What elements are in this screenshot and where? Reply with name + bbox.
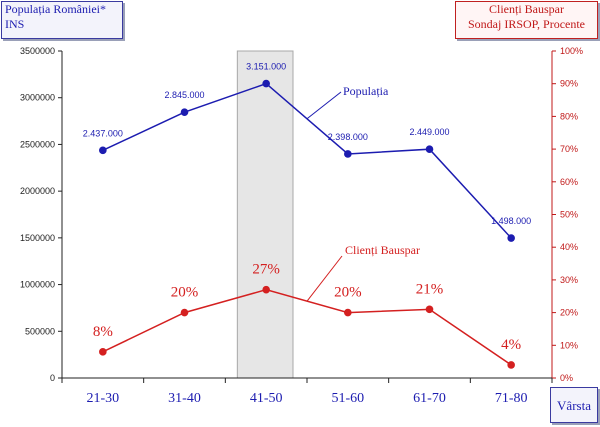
population-data-label: 2.449.000 — [409, 127, 449, 137]
x-tick-label: 71-80 — [495, 391, 528, 406]
clients-point — [180, 308, 189, 317]
y-left-tick-label: 1500000 — [20, 233, 55, 243]
clients-data-label: 27% — [252, 262, 280, 278]
population-data-label: 1.498.000 — [491, 216, 531, 226]
y-right-tick-label: 100% — [560, 46, 583, 56]
y-right-tick-label: 50% — [560, 210, 578, 220]
y-left-tick-label: 3500000 — [20, 46, 55, 56]
population-point — [425, 145, 434, 153]
population-data-label: 2.437.000 — [83, 128, 123, 138]
population-series-label: Populația — [343, 84, 389, 98]
right-axis-source: Sondaj IRSOP, Procente — [468, 17, 585, 31]
clients-data-label: 21% — [416, 281, 444, 297]
y-left-tick-label: 3000000 — [20, 93, 55, 103]
left-axis-source: INS — [5, 17, 25, 31]
y-right-tick-label: 90% — [560, 79, 578, 89]
y-left-tick-label: 500000 — [25, 326, 55, 336]
population-data-label: 3.151.000 — [246, 62, 286, 72]
x-axis-title-box: Vârsta — [550, 387, 598, 423]
clients-data-label: 20% — [334, 285, 362, 301]
population-leader-line — [306, 91, 342, 120]
y-right-tick-label: 60% — [560, 177, 578, 187]
y-right-tick-label: 10% — [560, 340, 578, 350]
clients-point — [344, 308, 352, 317]
y-left-tick-label: 2000000 — [20, 186, 55, 196]
population-point — [344, 150, 352, 158]
x-tick-label: 21-30 — [86, 391, 119, 406]
population-data-label: 2.398.000 — [328, 132, 368, 142]
x-tick-label: 51-60 — [331, 391, 364, 406]
x-tick-label: 31-40 — [168, 391, 201, 406]
clients-point — [99, 348, 107, 356]
y-right-tick-label: 40% — [560, 242, 578, 252]
left-axis-title: Populația României* — [5, 2, 106, 16]
highlight-band — [236, 50, 294, 379]
y-right-tick-label: 0% — [560, 373, 573, 383]
population-point — [180, 108, 189, 116]
x-tick-label: 41-50 — [250, 391, 283, 406]
left-axis-title-box: Populația României* INS — [1, 1, 123, 39]
population-point — [507, 234, 515, 242]
clients-data-label: 20% — [171, 285, 199, 301]
y-right-tick-label: 20% — [560, 308, 578, 318]
y-left-tick-label: 1000000 — [20, 280, 55, 290]
clients-point — [262, 285, 270, 294]
clients-series-label: Clienți Bauspar — [345, 243, 420, 257]
population-point — [262, 79, 270, 88]
clients-data-label: 4% — [501, 337, 521, 353]
y-left-tick-label: 0 — [50, 373, 55, 383]
y-right-tick-label: 80% — [560, 111, 578, 121]
clients-data-label: 8% — [93, 324, 113, 340]
y-right-tick-label: 70% — [560, 144, 578, 154]
right-axis-title-box: Clienți Bauspar Sondaj IRSOP, Procente — [455, 1, 598, 39]
clients-point — [507, 361, 515, 369]
clients-leader-line — [306, 255, 343, 302]
x-axis-title: Vârsta — [557, 397, 591, 413]
clients-point — [425, 305, 434, 314]
population-data-label: 2.845.000 — [164, 90, 204, 100]
population-point — [99, 146, 107, 155]
y-left-tick-label: 2500000 — [20, 139, 55, 149]
population-line — [102, 82, 512, 239]
y-right-tick-label: 30% — [560, 275, 578, 285]
right-axis-title: Clienți Bauspar — [489, 2, 564, 16]
x-tick-label: 61-70 — [413, 391, 446, 406]
